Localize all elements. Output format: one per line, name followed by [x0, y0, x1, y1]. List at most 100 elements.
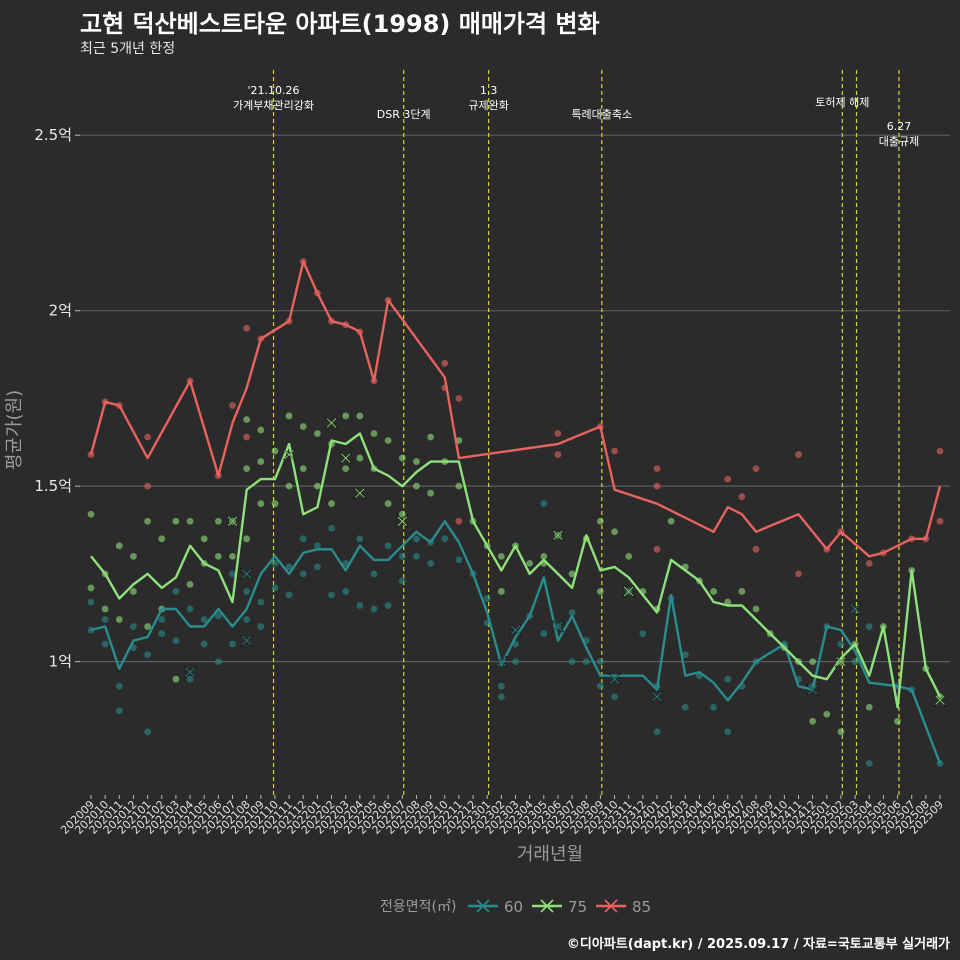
y-tick-label: 2억	[49, 302, 72, 320]
data-point	[384, 500, 392, 508]
data-point	[398, 510, 406, 518]
data-point	[554, 451, 562, 458]
data-point	[752, 545, 760, 553]
data-point	[710, 588, 717, 595]
data-point	[370, 605, 378, 613]
data-point	[115, 707, 123, 715]
legend-swatch-cross	[540, 899, 554, 913]
data-point	[611, 447, 618, 455]
data-point	[186, 581, 194, 588]
cross-stroke	[553, 621, 563, 632]
data-point	[144, 433, 152, 441]
data-point	[87, 598, 95, 606]
data-point	[172, 675, 180, 683]
cross-stroke	[185, 667, 195, 677]
data-point	[497, 588, 505, 595]
data-point	[667, 517, 675, 525]
data-point	[398, 577, 406, 585]
data-point	[285, 591, 293, 599]
data-point	[384, 437, 392, 444]
data-point	[625, 552, 633, 560]
cross-stroke	[241, 635, 252, 646]
data-point	[483, 595, 491, 602]
series-85	[87, 258, 944, 578]
data-point	[229, 552, 236, 560]
data-point	[314, 563, 321, 571]
data-point	[214, 517, 222, 525]
x-axis-label: 거래년월	[517, 844, 583, 865]
data-point	[526, 559, 534, 567]
y-tick-label: 2.5억	[34, 126, 72, 144]
data-point	[427, 433, 434, 441]
data-point	[865, 623, 873, 630]
data-point	[611, 693, 618, 701]
data-point	[229, 570, 236, 578]
data-point	[144, 623, 152, 630]
data-point	[865, 703, 873, 711]
data-point	[497, 552, 505, 560]
data-point	[144, 728, 152, 736]
data-point	[158, 535, 166, 543]
data-point	[724, 598, 732, 606]
legend-swatch-cross	[604, 899, 618, 913]
data-point	[809, 658, 817, 666]
cross-marker	[240, 634, 253, 647]
data-point	[512, 658, 519, 666]
cross-stroke	[836, 656, 846, 667]
series-line-75	[90, 432, 942, 709]
data-point	[130, 623, 137, 630]
data-point	[243, 416, 251, 423]
cross-stroke	[284, 449, 294, 460]
legend-item-85: 85	[596, 898, 651, 916]
data-point	[724, 728, 732, 736]
data-point	[653, 482, 661, 490]
data-point	[427, 559, 434, 567]
cross-stroke	[397, 516, 408, 527]
data-point	[398, 552, 406, 560]
data-point	[837, 640, 845, 648]
data-point	[144, 482, 152, 490]
data-point	[186, 517, 194, 525]
data-point	[597, 517, 604, 525]
data-point	[413, 552, 420, 560]
data-point	[172, 517, 180, 525]
data-point	[342, 412, 350, 420]
data-point	[200, 535, 208, 543]
data-point	[271, 447, 279, 455]
cross-marker	[650, 690, 664, 703]
data-point	[795, 570, 802, 578]
data-point	[328, 524, 335, 532]
cross-stroke	[496, 656, 507, 667]
y-tick-label: 1.5억	[34, 477, 72, 495]
data-point	[257, 598, 265, 606]
data-point	[441, 535, 449, 543]
data-point	[936, 447, 944, 455]
data-point	[257, 458, 265, 465]
data-point	[229, 402, 236, 409]
data-point	[851, 658, 859, 666]
data-point	[328, 591, 335, 599]
data-point	[653, 465, 661, 473]
data-point	[865, 559, 873, 567]
data-point	[639, 630, 647, 637]
data-point	[87, 584, 95, 592]
event-label: 1.3 규제완화	[468, 84, 508, 112]
data-point	[356, 454, 364, 462]
data-point	[455, 395, 463, 402]
data-point	[172, 588, 180, 595]
event-label: 특례대출축소	[571, 108, 632, 121]
data-point	[681, 703, 689, 711]
series-75	[87, 412, 944, 736]
cross-marker	[608, 673, 621, 686]
data-point	[243, 433, 251, 441]
data-point	[342, 588, 350, 595]
data-point	[497, 682, 505, 690]
cross-marker	[396, 515, 409, 528]
cross-marker	[509, 623, 522, 637]
legend-label: 75	[568, 898, 587, 916]
data-point	[214, 552, 222, 560]
chart-title: 고현 덕산베스트타운 아파트(1998) 매매가격 변화	[80, 10, 600, 38]
data-point	[130, 552, 137, 560]
data-point	[115, 616, 123, 623]
